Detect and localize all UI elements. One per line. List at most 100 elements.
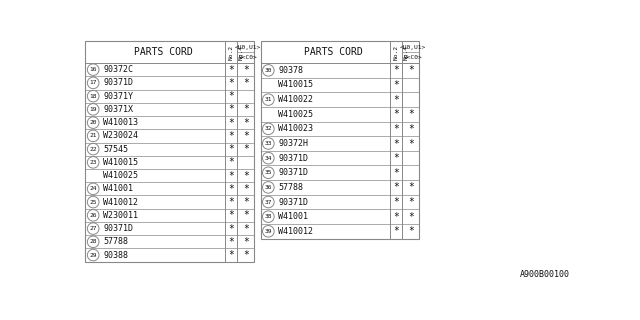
Text: *: * [228, 78, 234, 88]
Text: *: * [243, 210, 249, 220]
Text: 30: 30 [264, 68, 272, 73]
Text: 90371X: 90371X [103, 105, 133, 114]
Text: 28: 28 [90, 239, 97, 244]
Text: *: * [243, 171, 249, 180]
Text: *: * [228, 171, 234, 180]
Text: W230011: W230011 [103, 211, 138, 220]
Text: *: * [243, 184, 249, 194]
Text: W410025: W410025 [278, 110, 314, 119]
Text: W410022: W410022 [278, 95, 314, 104]
Text: *: * [243, 104, 249, 114]
Text: *: * [228, 184, 234, 194]
Text: *: * [393, 153, 399, 163]
Text: 90371D: 90371D [103, 78, 133, 87]
Text: *: * [393, 226, 399, 236]
Text: 35: 35 [264, 170, 272, 175]
Text: 90371D: 90371D [103, 224, 133, 233]
Text: 26: 26 [90, 213, 97, 218]
Text: *: * [243, 131, 249, 141]
Text: *: * [393, 109, 399, 119]
Text: 27: 27 [90, 226, 97, 231]
Text: *: * [393, 124, 399, 134]
Text: *: * [228, 157, 234, 167]
Text: *: * [243, 197, 249, 207]
Text: PARTS CORD: PARTS CORD [134, 47, 192, 57]
Text: *: * [228, 224, 234, 234]
Text: W410013: W410013 [103, 118, 138, 127]
Text: *: * [393, 65, 399, 75]
Text: 90371Y: 90371Y [103, 92, 133, 101]
Text: *: * [408, 124, 414, 134]
Text: *: * [393, 168, 399, 178]
Text: *: * [243, 237, 249, 247]
Text: 38: 38 [264, 214, 272, 219]
Text: W230024: W230024 [103, 132, 138, 140]
Text: 90371D: 90371D [278, 168, 308, 177]
Text: 29: 29 [90, 252, 97, 258]
Text: 16: 16 [90, 67, 97, 72]
Text: *: * [228, 91, 234, 101]
Text: 90372H: 90372H [278, 139, 308, 148]
Text: *: * [408, 109, 414, 119]
Text: 34: 34 [264, 156, 272, 161]
Text: *: * [408, 226, 414, 236]
Text: 57545: 57545 [103, 145, 128, 154]
Text: *: * [243, 118, 249, 128]
Text: <U0,U1>: <U0,U1> [399, 45, 426, 50]
Text: *: * [228, 65, 234, 75]
Text: *: * [408, 212, 414, 222]
Text: *: * [228, 237, 234, 247]
Text: 19: 19 [90, 107, 97, 112]
Text: *: * [408, 182, 414, 192]
Text: *: * [393, 197, 399, 207]
Text: 20: 20 [90, 120, 97, 125]
Text: 24: 24 [90, 186, 97, 191]
Text: No.4: No.4 [404, 45, 409, 60]
Text: 90371D: 90371D [278, 154, 308, 163]
Text: *: * [393, 212, 399, 222]
Text: *: * [243, 78, 249, 88]
Text: PARTS CORD: PARTS CORD [303, 47, 362, 57]
Text: 90388: 90388 [103, 251, 128, 260]
Text: 33: 33 [264, 141, 272, 146]
Text: <U0,U1>: <U0,U1> [234, 45, 260, 50]
Text: 57788: 57788 [103, 237, 128, 246]
Text: *: * [228, 250, 234, 260]
Text: W410015: W410015 [278, 81, 314, 90]
Text: *: * [243, 65, 249, 75]
Text: 90371D: 90371D [278, 197, 308, 206]
Text: 18: 18 [90, 94, 97, 99]
Text: *: * [228, 197, 234, 207]
Text: 31: 31 [264, 97, 272, 102]
Text: U<C0>: U<C0> [403, 54, 422, 60]
Text: W410025: W410025 [103, 171, 138, 180]
Text: No.2: No.2 [394, 45, 399, 60]
Text: 23: 23 [90, 160, 97, 165]
Text: W410012: W410012 [278, 227, 314, 236]
Text: 37: 37 [264, 200, 272, 204]
Text: *: * [393, 182, 399, 192]
Text: No.2: No.2 [228, 45, 234, 60]
Bar [260, 42, 419, 239]
Text: *: * [228, 210, 234, 220]
Text: U<C0>: U<C0> [238, 54, 257, 60]
Text: 21: 21 [90, 133, 97, 138]
Text: *: * [393, 95, 399, 105]
Text: A900B00100: A900B00100 [520, 270, 570, 279]
Text: 32: 32 [264, 126, 272, 132]
Text: 22: 22 [90, 147, 97, 152]
Text: 57788: 57788 [278, 183, 303, 192]
Text: *: * [228, 131, 234, 141]
Text: 39: 39 [264, 229, 272, 234]
Text: *: * [408, 65, 414, 75]
Text: *: * [228, 104, 234, 114]
Text: *: * [228, 144, 234, 154]
Text: *: * [243, 144, 249, 154]
Text: W410012: W410012 [103, 198, 138, 207]
Text: *: * [228, 118, 234, 128]
Text: 36: 36 [264, 185, 272, 190]
Text: W410023: W410023 [278, 124, 314, 133]
Text: *: * [408, 139, 414, 148]
Text: *: * [243, 250, 249, 260]
Bar [85, 42, 254, 262]
